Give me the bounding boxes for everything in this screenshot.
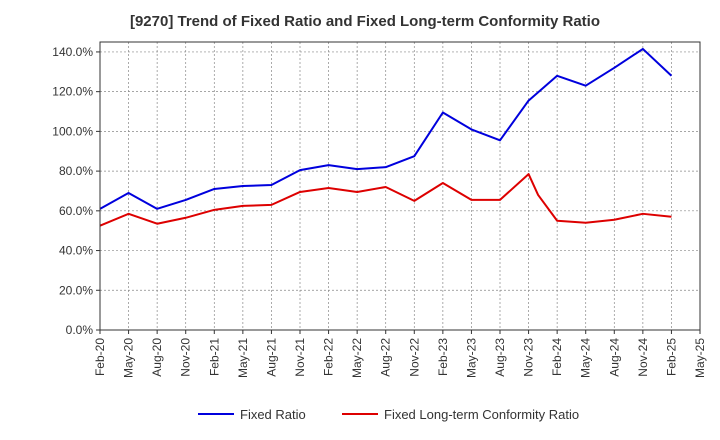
- series-line-fixed-ratio: [99, 47, 673, 210]
- y-axis-ticks: 0.0% 20.0% 40.0% 60.0% 80.0% 100.0% 120.0% 140.…: [52, 45, 100, 337]
- plot-frame: [99, 41, 701, 331]
- y-tick-label: 60.0%: [59, 204, 93, 218]
- x-tick-label: Nov-21: [293, 338, 307, 377]
- x-tick-label: Aug-24: [607, 338, 621, 377]
- x-tick-label: May-23: [464, 338, 478, 378]
- chart-title: [9270] Trend of Fixed Ratio and Fixed Lo…: [130, 13, 600, 30]
- x-tick-label: Nov-20: [179, 338, 193, 377]
- x-tick-label: May-24: [579, 338, 593, 378]
- legend-label: Fixed Long-term Conformity Ratio: [384, 407, 579, 422]
- y-tick-label: 120.0%: [52, 85, 93, 99]
- x-tick-label: Feb-25: [664, 338, 678, 376]
- legend-label: Fixed Ratio: [240, 407, 306, 422]
- x-tick-label: May-22: [350, 338, 364, 378]
- x-tick-label: May-25: [693, 338, 707, 378]
- legend-item: Fixed Ratio: [198, 407, 306, 422]
- y-tick-label: 140.0%: [52, 45, 93, 59]
- y-tick-label: 80.0%: [59, 164, 93, 178]
- x-tick-label: Feb-20: [93, 338, 107, 376]
- x-tick-label: Aug-23: [493, 338, 507, 377]
- legend: Fixed Ratio Fixed Long-term Conformity Ra…: [198, 407, 579, 422]
- grid: [100, 42, 700, 331]
- x-axis-ticks: Feb-20 May-20 Aug-20 Nov-20 Feb-21 May-21 Aug-…: [93, 330, 707, 378]
- legend-item: Fixed Long-term Conformity Ratio: [342, 407, 579, 422]
- x-tick-label: Nov-23: [522, 338, 536, 377]
- series-lines: [99, 47, 673, 227]
- y-tick-label: 40.0%: [59, 244, 93, 258]
- x-tick-label: Aug-20: [150, 338, 164, 377]
- x-tick-label: Nov-22: [407, 338, 421, 377]
- y-tick-label: 0.0%: [66, 323, 94, 337]
- series-line-fixed-long-term-conformity-ratio: [99, 173, 672, 227]
- x-tick-label: May-20: [122, 338, 136, 378]
- x-tick-label: Feb-21: [207, 338, 221, 376]
- x-tick-label: Feb-22: [322, 338, 336, 376]
- x-tick-label: Aug-21: [264, 338, 278, 377]
- x-tick-label: Nov-24: [636, 338, 650, 377]
- y-tick-label: 20.0%: [59, 283, 93, 297]
- x-tick-label: Feb-24: [550, 338, 564, 376]
- x-tick-label: Aug-22: [379, 338, 393, 377]
- x-tick-label: Feb-23: [436, 338, 450, 376]
- x-tick-label: May-21: [236, 338, 250, 378]
- y-tick-label: 100.0%: [52, 124, 93, 138]
